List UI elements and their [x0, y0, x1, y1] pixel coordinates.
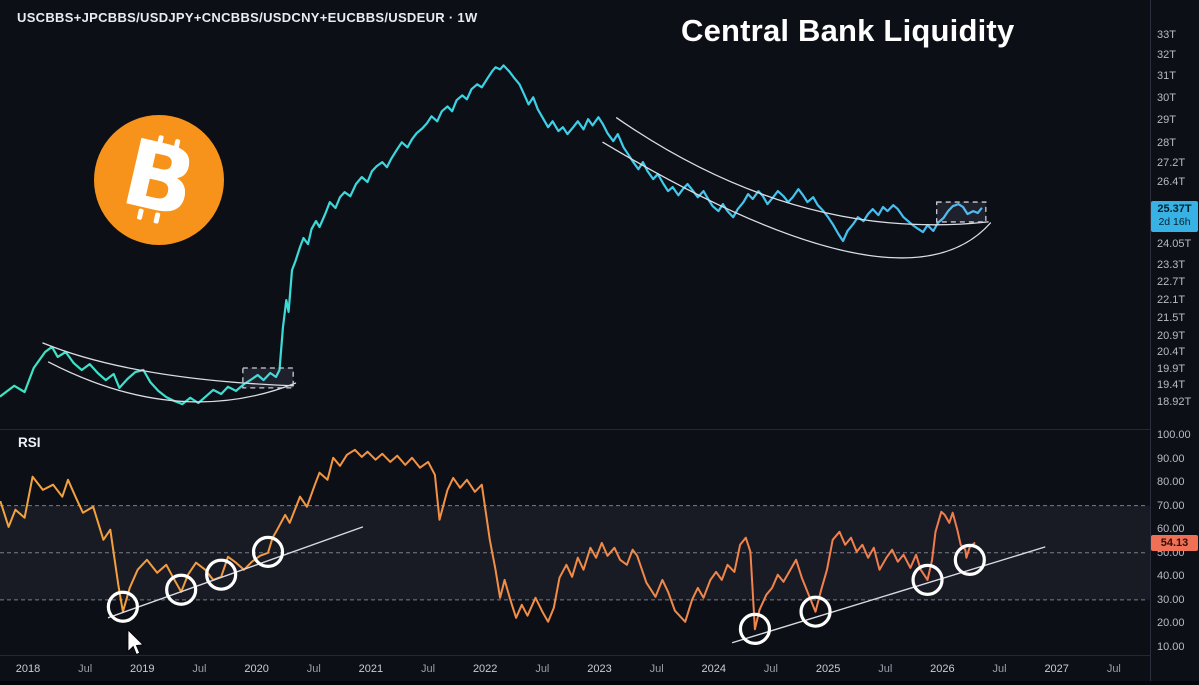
liquidity-series-line[interactable]: [0, 64, 983, 406]
rsi-touch-circle-2[interactable]: [165, 573, 198, 606]
price-axis-label: 19.9T: [1157, 362, 1186, 375]
channel-curve-right-upper[interactable]: [615, 117, 989, 226]
rsi-touch-circle-7[interactable]: [911, 563, 944, 596]
channel-curve-left-upper[interactable]: [42, 342, 294, 387]
time-axis-label: 2022: [472, 663, 498, 675]
rsi-touch-circle-4[interactable]: [251, 535, 285, 568]
price-axis-label: 31T: [1157, 70, 1176, 83]
rsi-series-line[interactable]: [0, 448, 976, 631]
price-axis-label: 33T: [1157, 29, 1176, 42]
bar-countdown: 2d 16h: [1158, 215, 1191, 228]
last-price-badge: 25.37T 2d 16h: [1151, 200, 1198, 232]
price-axis-label: 23.3T: [1157, 258, 1186, 271]
rsi-touch-circle-8[interactable]: [953, 543, 986, 576]
time-axis-label: 2026: [930, 663, 955, 675]
price-axis-label: 21.5T: [1157, 311, 1186, 324]
time-axis-label: 2019: [130, 663, 155, 675]
price-axis-label: 27.2T: [1157, 156, 1186, 169]
rsi-value-badge: 54.13: [1151, 535, 1198, 552]
price-axis-label: 28T: [1157, 137, 1176, 150]
rsi-trendline-2[interactable]: [731, 546, 1046, 644]
time-axis-label: Jul: [878, 663, 893, 675]
rsi-axis-label: 90.00: [1157, 452, 1185, 465]
selection-box-1[interactable]: [242, 367, 294, 389]
price-axis-label: 20.9T: [1157, 330, 1186, 343]
last-price-value: 25.37T: [1157, 202, 1192, 215]
time-axis-label: Jul: [306, 663, 321, 675]
time-axis-label: 2021: [358, 663, 384, 675]
price-axis-label: 24.05T: [1157, 237, 1192, 250]
pane-divider[interactable]: [0, 429, 1150, 430]
price-axis-label: 32T: [1157, 49, 1176, 62]
time-axis-label: Jul: [649, 663, 664, 675]
selection-box-2[interactable]: [936, 201, 987, 223]
rsi-touch-circle-3[interactable]: [205, 558, 238, 591]
price-axis-label: 26.4T: [1157, 176, 1186, 189]
rsi-axis-label: 30.00: [1157, 593, 1185, 606]
rsi-touch-circle-5[interactable]: [738, 612, 772, 645]
bitcoin-b-letter: B: [113, 118, 206, 239]
time-axis-label: Jul: [1106, 663, 1121, 675]
rsi-axis-label: 10.00: [1157, 641, 1185, 653]
chart-title: Central Bank Liquidity: [681, 13, 1015, 48]
rsi-axis-label: 100.00: [1157, 429, 1191, 441]
time-axis-label: Jul: [192, 663, 207, 675]
price-axis-label: 22.1T: [1157, 293, 1186, 306]
time-axis-label: 2024: [701, 663, 727, 675]
rsi-pane-label[interactable]: RSI: [18, 435, 41, 450]
rsi-axis-label: 40.00: [1157, 570, 1185, 583]
channel-curve-right-lower[interactable]: [602, 141, 992, 259]
letterbox-strip: [0, 681, 1199, 685]
rsi-axis-label: 20.00: [1157, 617, 1185, 630]
time-axis-label: 2023: [587, 663, 612, 675]
rsi-axis-label: 70.00: [1157, 499, 1185, 512]
bitcoin-icon: B: [94, 115, 224, 245]
rsi-axis-label: 60.00: [1157, 523, 1185, 536]
bitcoin-glyph: B: [81, 102, 237, 258]
price-axis-label: 30T: [1157, 91, 1176, 104]
time-axis-divider: [0, 655, 1150, 656]
time-axis-label: 2027: [1044, 663, 1069, 675]
time-axis-label: Jul: [421, 663, 436, 675]
price-axis-label: 20.4T: [1157, 346, 1186, 359]
time-axis-label: 2020: [244, 663, 269, 675]
time-axis-label: Jul: [992, 663, 1007, 675]
time-axis-label: Jul: [535, 663, 550, 675]
rsi-touch-circle-1[interactable]: [106, 590, 139, 623]
price-axis-label: 18.92T: [1157, 396, 1192, 408]
channel-curve-left-lower[interactable]: [47, 361, 297, 403]
price-axis-label: 29T: [1157, 114, 1176, 127]
price-axis-label: 19.4T: [1157, 379, 1186, 392]
rsi-axis-label: 80.00: [1157, 476, 1185, 489]
rsi-touch-circle-6[interactable]: [799, 595, 832, 628]
time-axis-label: 2018: [15, 663, 41, 675]
price-axis-divider: [1150, 0, 1151, 681]
price-axis-label: 22.7T: [1157, 275, 1186, 288]
time-axis-label: Jul: [763, 663, 778, 675]
symbol-legend[interactable]: USCBBS+JPCBBS/USDJPY+CNCBBS/USDCNY+EUCBB…: [17, 10, 478, 25]
time-axis-label: Jul: [78, 663, 93, 675]
time-axis-label: 2025: [815, 663, 841, 675]
rsi-value: 54.13: [1160, 537, 1189, 550]
mouse-cursor: [127, 629, 144, 656]
